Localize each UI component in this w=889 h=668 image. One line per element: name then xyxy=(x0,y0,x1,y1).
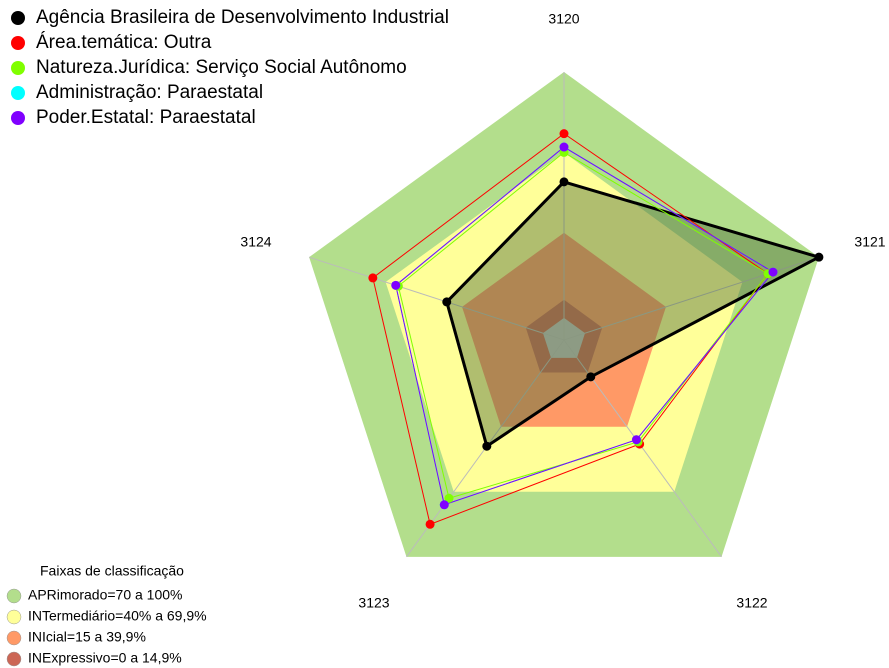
series-area xyxy=(445,180,823,449)
axis-line xyxy=(308,256,565,341)
point xyxy=(586,372,596,382)
point xyxy=(559,142,569,152)
bands-title: Faixas de classificação xyxy=(40,563,184,579)
legend-label: Poder.Estatal: Paraestatal xyxy=(36,107,256,128)
axis-label: 3123 xyxy=(358,595,389,611)
point xyxy=(439,500,449,510)
axis-label: 3124 xyxy=(240,234,271,250)
legend-label: Natureza.Jurídica: Serviço Social Autôno… xyxy=(36,57,407,78)
band-legend-label: APRimorado=70 a 100% xyxy=(28,587,183,603)
band-legend-label: INExpressivo=0 a 14,9% xyxy=(28,650,182,666)
point xyxy=(368,273,378,283)
legend-marker xyxy=(11,11,25,25)
band-legend-label: INTermediário=40% a 69,9% xyxy=(28,608,207,624)
axis-label: 3121 xyxy=(854,234,885,250)
point xyxy=(814,252,824,262)
band-legend-marker xyxy=(6,609,22,625)
legend-marker xyxy=(11,111,25,125)
band-legend-label: INIcial=15 a 39,9% xyxy=(28,629,146,645)
point xyxy=(482,441,492,451)
legend-marker xyxy=(11,86,25,100)
legend-marker xyxy=(11,36,25,50)
legend-marker xyxy=(11,61,25,75)
legend-label: Agência Brasileira de Desenvolvimento In… xyxy=(36,7,449,28)
legend-label: Administração: Paraestatal xyxy=(36,82,263,103)
point xyxy=(768,267,778,277)
band-legend-marker xyxy=(6,651,22,667)
legend-label: Área.temática: Outra xyxy=(36,32,212,53)
point xyxy=(442,297,452,307)
axis-label: 3122 xyxy=(736,595,767,611)
point xyxy=(444,493,454,503)
point xyxy=(425,519,435,529)
series-area xyxy=(397,151,769,499)
series-area xyxy=(395,146,774,506)
band-legend-marker xyxy=(6,588,22,604)
point xyxy=(559,177,569,187)
band-legend-marker xyxy=(6,630,22,646)
axis-label: 3120 xyxy=(548,11,579,27)
series-area xyxy=(372,133,769,525)
point xyxy=(391,280,401,290)
point xyxy=(631,435,641,445)
point xyxy=(559,129,569,139)
